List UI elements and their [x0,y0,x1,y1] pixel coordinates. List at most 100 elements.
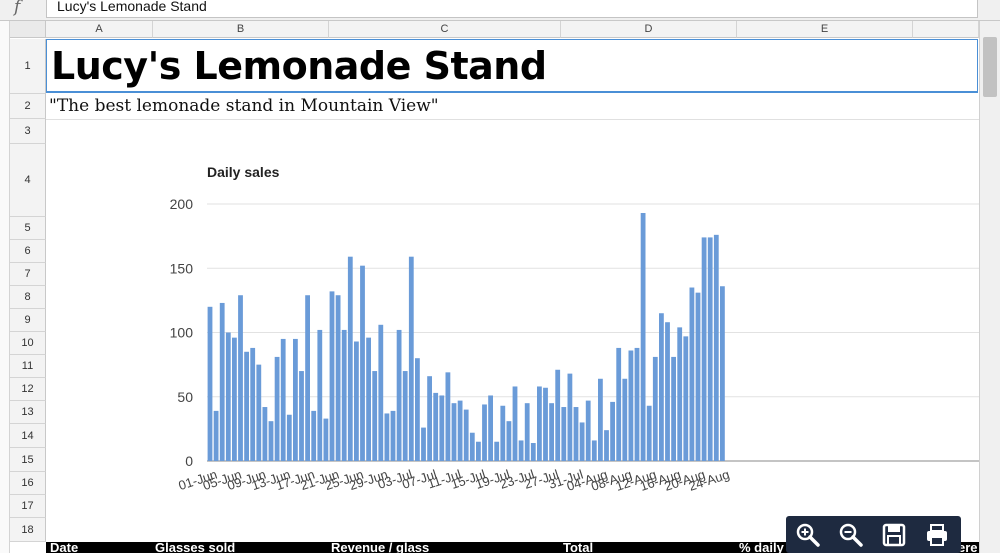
row-header-13[interactable]: 13 [10,401,46,424]
bar[interactable] [573,407,579,461]
save-button[interactable] [872,516,915,553]
row-header-7[interactable]: 7 [10,263,46,286]
bar[interactable] [207,306,213,461]
bar[interactable] [610,401,615,461]
bar[interactable] [585,400,591,461]
bar[interactable] [701,237,707,461]
bar[interactable] [366,337,371,461]
scrollbar-thumb[interactable] [983,37,997,97]
bar[interactable] [372,371,378,461]
zoom-out-button[interactable] [829,516,872,553]
bar[interactable] [329,291,335,461]
bar[interactable] [317,329,323,461]
row-header-15[interactable]: 15 [10,448,46,472]
row-header-14[interactable]: 14 [10,424,46,448]
row-header-6[interactable]: 6 [10,240,46,263]
bar[interactable] [683,336,689,461]
bar[interactable] [360,265,365,461]
bar[interactable] [408,256,414,461]
bar[interactable] [506,421,512,461]
bar[interactable] [500,405,506,461]
bar[interactable] [628,350,634,461]
bar[interactable] [476,441,481,461]
row-header-9[interactable]: 9 [10,309,46,332]
bar[interactable] [445,372,451,461]
vertical-scrollbar[interactable] [979,21,1000,553]
row-header-18[interactable]: 18 [10,518,46,542]
column-header-c[interactable]: C [329,21,561,38]
bar[interactable] [354,341,359,462]
bar[interactable] [378,324,384,461]
bar[interactable] [659,313,664,461]
bar[interactable] [421,427,426,461]
row-header-4[interactable]: 4 [10,144,46,217]
column-header-f[interactable] [913,21,979,38]
bar[interactable] [335,295,341,461]
bar[interactable] [305,295,310,461]
row-header-5[interactable]: 5 [10,217,46,240]
bar[interactable] [293,338,298,461]
bar[interactable] [665,322,670,461]
zoom-in-button[interactable] [786,516,829,553]
row-header-2[interactable]: 2 [10,94,46,119]
bar[interactable] [555,369,561,461]
bar[interactable] [244,351,249,461]
column-header-b[interactable]: B [153,21,329,38]
bar[interactable] [488,395,493,461]
bar[interactable] [427,376,432,461]
sheet-subtitle[interactable]: "The best lemonade stand in Mountain Vie… [49,96,439,116]
bar[interactable] [286,414,292,461]
bar[interactable] [713,234,719,461]
row-header-12[interactable]: 12 [10,378,46,401]
bar[interactable] [616,347,622,461]
row-header-3[interactable]: 3 [10,119,46,144]
column-header-a[interactable]: A [46,21,153,38]
bar[interactable] [463,409,469,461]
bar[interactable] [543,387,548,461]
bar[interactable] [591,440,597,461]
column-header-d[interactable]: D [561,21,737,38]
bar[interactable] [537,386,542,461]
bar[interactable] [634,347,640,461]
row-header-11[interactable]: 11 [10,355,46,378]
bar[interactable] [518,440,524,461]
print-button[interactable] [915,516,958,553]
bar[interactable] [494,441,500,461]
row-header-17[interactable]: 17 [10,495,46,518]
bar[interactable] [250,347,256,461]
bar[interactable] [232,337,237,461]
bar[interactable] [433,392,439,461]
bar[interactable] [720,286,725,461]
bar[interactable] [256,364,262,462]
bar[interactable] [549,403,554,461]
row-header-16[interactable]: 16 [10,472,46,495]
bar[interactable] [530,443,536,461]
bar[interactable] [396,329,402,461]
bar[interactable] [268,421,274,461]
select-all-corner[interactable] [10,21,46,38]
bar[interactable] [213,410,219,461]
bar[interactable] [567,373,573,461]
bar[interactable] [524,403,530,461]
bar[interactable] [695,292,701,461]
bar[interactable] [415,358,420,461]
bar[interactable] [299,371,304,461]
bar[interactable] [646,405,652,461]
bar[interactable] [311,410,317,461]
bar[interactable] [225,332,231,462]
bar[interactable] [707,237,713,461]
bar[interactable] [347,256,353,461]
bar[interactable] [390,410,396,461]
bar[interactable] [598,378,603,461]
bar[interactable] [402,371,408,461]
bar[interactable] [238,295,243,461]
bar[interactable] [219,302,225,461]
bar[interactable] [640,213,646,461]
row-header-1[interactable]: 1 [10,39,46,94]
bar[interactable] [439,395,445,461]
bar[interactable] [384,413,390,461]
bar[interactable] [341,329,347,461]
bar[interactable] [323,418,329,461]
bar[interactable] [482,404,487,461]
